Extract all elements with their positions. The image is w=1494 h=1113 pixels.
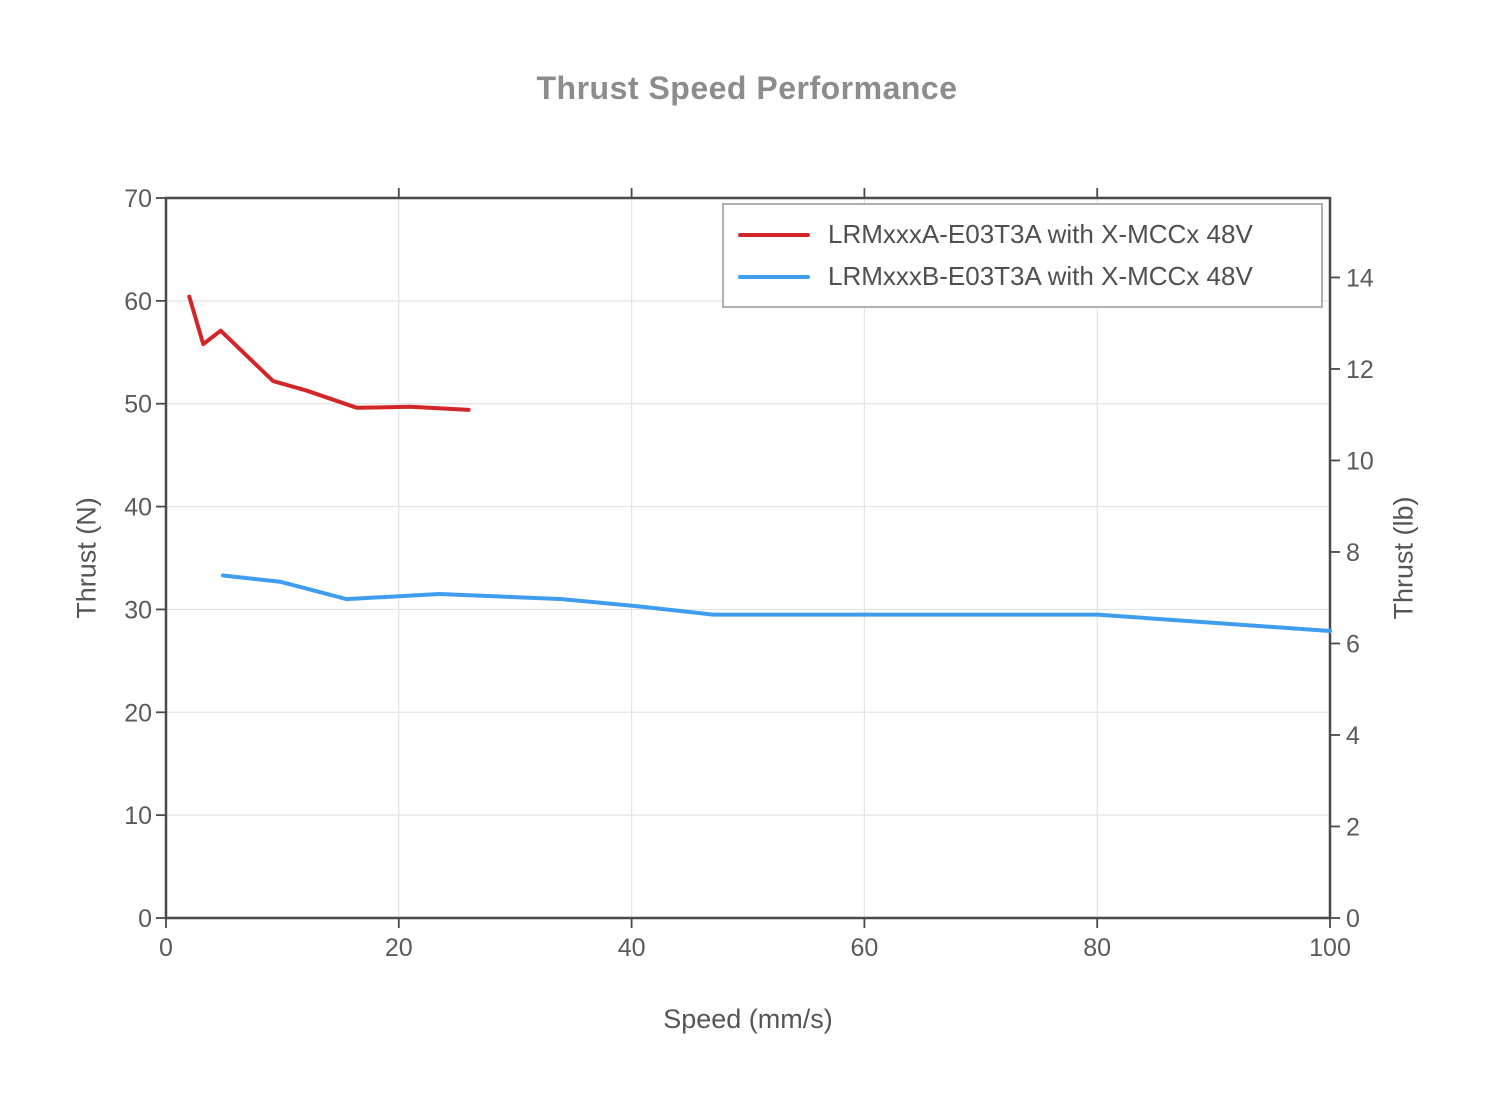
- left-tick-label: 60: [124, 288, 152, 316]
- x-tick-label: 80: [1083, 934, 1111, 962]
- plot-border: [164, 196, 1332, 920]
- legend-item-series-b: LRMxxxB-E03T3A with X-MCCx 48V: [738, 261, 1321, 292]
- legend-label-series-b: LRMxxxB-E03T3A with X-MCCx 48V: [828, 261, 1253, 291]
- y-axis-label-left: Thrust (N): [71, 497, 102, 619]
- series-line-1: [221, 573, 1332, 633]
- legend-swatch-series-b: [738, 274, 810, 279]
- x-tick-label: 100: [1309, 934, 1351, 962]
- y-axis-label-right: Thrust (lb): [1388, 496, 1419, 620]
- x-tick-label: 20: [385, 934, 413, 962]
- right-tick-label: 4: [1346, 722, 1360, 750]
- x-tick-label: 40: [618, 934, 646, 962]
- x-tick-label: 60: [850, 934, 878, 962]
- chart-title: Thrust Speed Performance: [536, 70, 958, 106]
- right-tick-label: 10: [1346, 447, 1374, 475]
- left-tick-label: 30: [124, 596, 152, 624]
- legend-label-series-a: LRMxxxA-E03T3A with X-MCCx 48V: [828, 219, 1253, 249]
- left-tick-label: 10: [124, 802, 152, 830]
- right-tick-label: 8: [1346, 539, 1360, 567]
- series-line-0: [187, 294, 471, 412]
- right-tick-label: 6: [1346, 630, 1360, 658]
- legend-box: LRMxxxA-E03T3A with X-MCCx 48V LRMxxxB-E…: [722, 203, 1323, 308]
- legend-swatch-series-a: [738, 232, 810, 237]
- x-axis-label: Speed (mm/s): [663, 1004, 833, 1034]
- left-tick-label: 50: [124, 391, 152, 419]
- left-tick-label: 0: [138, 905, 152, 933]
- right-tick-label: 12: [1346, 356, 1374, 384]
- right-tick-label: 2: [1346, 813, 1360, 841]
- left-tick-label: 70: [124, 185, 152, 213]
- left-tick-label: 20: [124, 699, 152, 727]
- left-tick-label: 40: [124, 494, 152, 522]
- right-tick-label: 14: [1346, 264, 1374, 292]
- x-tick-label: 0: [159, 934, 173, 962]
- right-tick-label: 0: [1346, 905, 1360, 933]
- legend-item-series-a: LRMxxxA-E03T3A with X-MCCx 48V: [738, 219, 1321, 250]
